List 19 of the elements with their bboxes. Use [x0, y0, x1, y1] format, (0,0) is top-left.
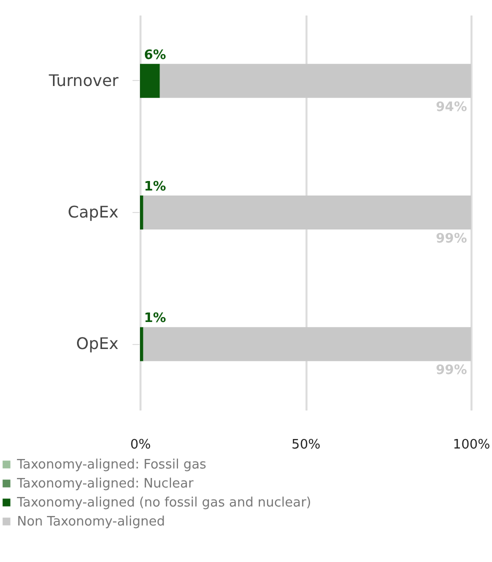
y-tick-label: OpEx	[76, 334, 118, 354]
legend-label: Taxonomy-aligned (no fossil gas and nuclear)	[16, 496, 312, 510]
legend-label: Non Taxonomy-aligned	[17, 514, 165, 530]
x-tick-label: 0%	[130, 438, 151, 452]
bar	[140, 64, 160, 98]
bar	[140, 327, 144, 362]
bar	[143, 327, 471, 362]
y-tick-label: Turnover	[48, 70, 119, 90]
data-label: 1%	[144, 180, 166, 194]
bar	[140, 196, 144, 230]
x-tick-label: 100%	[452, 438, 490, 452]
data-label: 6%	[144, 48, 166, 63]
x-tick-label: 50%	[292, 438, 320, 452]
legend-label: Taxonomy-aligned: Nuclear	[16, 476, 194, 492]
y-tick-label: CapEx	[68, 202, 118, 222]
bar	[143, 196, 471, 230]
bar	[160, 64, 471, 98]
legend-label: Taxonomy-aligned: Fossil gas	[16, 458, 207, 472]
data-label: 1%	[144, 311, 166, 326]
